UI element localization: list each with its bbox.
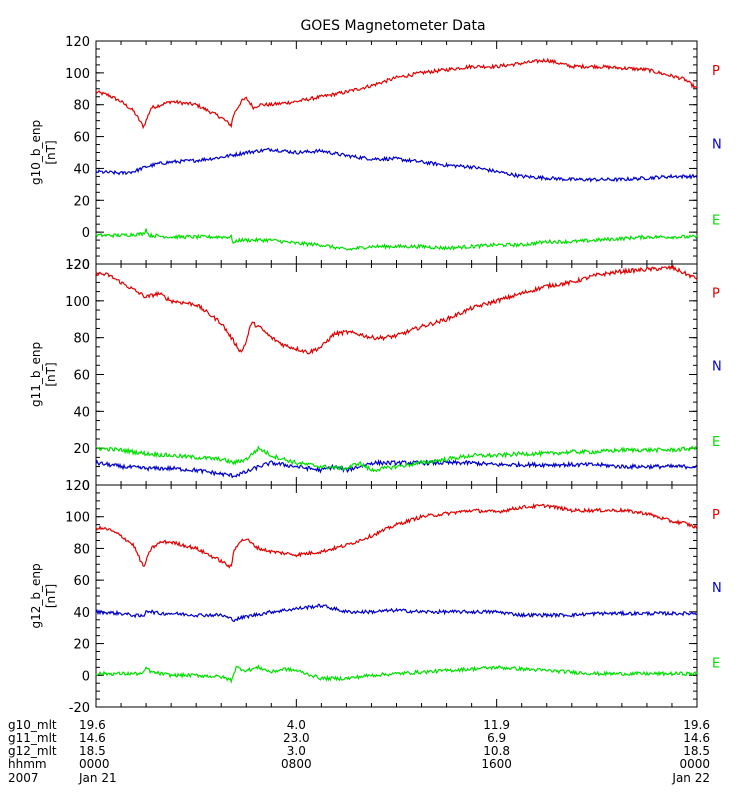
x-row-value: 19.6: [683, 718, 710, 732]
x-row-value: 18.5: [683, 744, 710, 758]
x-row-value: 3.0: [287, 744, 306, 758]
legend-N: N: [712, 360, 722, 375]
y-axis-unit: [nT]: [44, 362, 58, 386]
x-row-label: g10_mlt: [8, 718, 57, 732]
y-tick-label: 60: [73, 369, 90, 384]
y-tick-label: 100: [65, 67, 90, 82]
y-tick-label: -20: [69, 258, 90, 273]
x-row-value: 19.6: [79, 718, 106, 732]
legend-P: P: [712, 287, 720, 302]
y-axis-unit: [nT]: [44, 584, 58, 608]
y-axis-unit: [nT]: [44, 140, 58, 164]
series-line-P: [95, 264, 698, 355]
legend-P: P: [712, 508, 720, 523]
y-tick-label: 120: [65, 479, 90, 494]
y-axis-label: g10_b_enp: [29, 120, 43, 185]
y-tick-label: 60: [73, 131, 90, 146]
panel-frame: [95, 263, 698, 486]
series-line-N: [95, 603, 698, 623]
x-row-label: g11_mlt: [8, 731, 57, 745]
y-tick-label: 40: [73, 405, 90, 420]
x-axis-labels: g10_mlt 19.6 4.0 11.9 19.6 g11_mlt 14.6 23.0 6.9…: [8, 718, 710, 785]
y-tick-label: 100: [65, 511, 90, 526]
series-line-P: [95, 57, 698, 130]
x-row-value: 4.0: [287, 718, 306, 732]
y-tick-label: 20: [73, 194, 90, 209]
x-row-value: 0800: [281, 757, 312, 771]
legend-E: E: [712, 213, 720, 228]
y-tick-label: 120: [65, 258, 90, 273]
y-tick-label: 80: [73, 542, 90, 557]
y-tick-label: 40: [73, 606, 90, 621]
series-line-N: [95, 147, 698, 183]
legend-E: E: [712, 657, 720, 672]
legend-E: E: [712, 435, 720, 450]
x-row-value: 23.0: [283, 731, 310, 745]
series-line-N: [95, 458, 698, 479]
x-row-label: g12_mlt: [8, 744, 57, 758]
legend-N: N: [712, 138, 722, 153]
panel-1: -20 0 20 40 60 80 100 120 g10_b_enp [nT] P N E: [29, 35, 722, 273]
y-tick-label: 20: [73, 638, 90, 653]
y-tick-label: 120: [65, 35, 90, 50]
x-row-value: 0000: [679, 757, 710, 771]
panel-3: -20 0 20 40 60 80 100 120 g12_b_enp [nT] P N E: [29, 479, 722, 716]
series-line-E: [95, 228, 698, 251]
x-row-value: 0000: [79, 757, 110, 771]
x-row-label: 2007: [8, 771, 39, 785]
x-row-value: Jan 22: [671, 771, 710, 785]
x-row-value: 11.9: [483, 718, 510, 732]
y-axis-label: g12_b_enp: [29, 563, 43, 628]
x-row-value: 6.9: [487, 731, 506, 745]
series-line-P: [95, 502, 698, 569]
panel-frame: [95, 40, 698, 265]
y-tick-label: 0: [82, 669, 90, 684]
y-tick-label: 0: [82, 479, 90, 494]
legend-N: N: [712, 581, 722, 596]
x-row-value: 10.8: [483, 744, 510, 758]
x-row-value: 1600: [481, 757, 512, 771]
panel-2: 0 20 40 60 80 100 120 g11_b_enp [nT] P N E: [29, 258, 722, 494]
y-tick-label: 80: [73, 332, 90, 347]
y-tick-label: 80: [73, 99, 90, 114]
y-tick-label: 60: [73, 574, 90, 589]
x-row-value: 14.6: [683, 731, 710, 745]
y-tick-label: 40: [73, 162, 90, 177]
chart-title: GOES Magnetometer Data: [300, 18, 485, 34]
x-row-value: Jan 21: [78, 771, 117, 785]
x-row-label: hhmm: [8, 757, 47, 771]
x-row-value: 18.5: [79, 744, 106, 758]
y-tick-label: 0: [82, 226, 90, 241]
y-tick-label: 20: [73, 442, 90, 457]
series-line-E: [95, 664, 698, 684]
y-tick-label: 100: [65, 295, 90, 310]
y-axis-label: g11_b_enp: [29, 342, 43, 407]
x-row-value: 14.6: [79, 731, 106, 745]
series-line-E: [95, 445, 698, 473]
legend-P: P: [712, 64, 720, 79]
y-tick-label: -20: [69, 701, 90, 716]
